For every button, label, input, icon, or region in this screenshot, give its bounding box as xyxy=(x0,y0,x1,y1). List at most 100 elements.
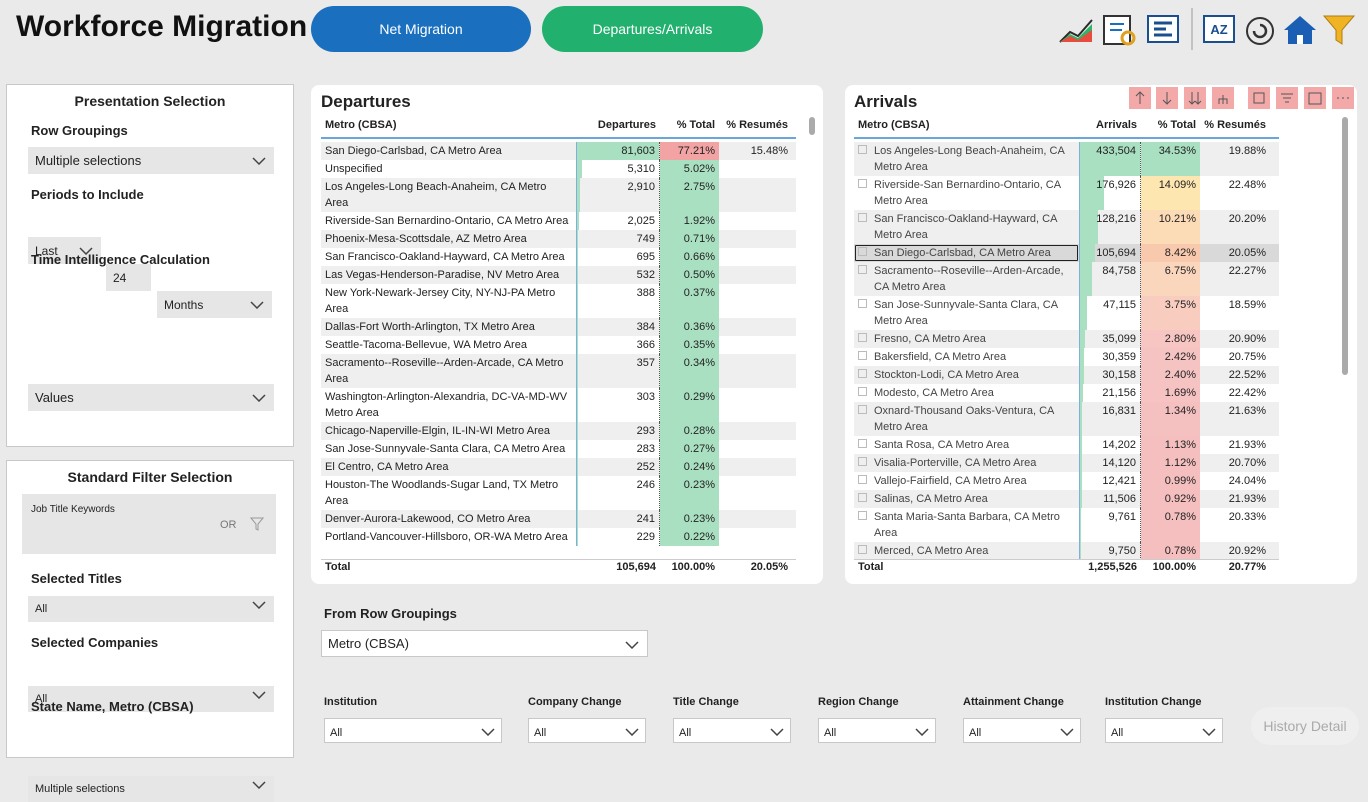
column-header[interactable]: % Resumés xyxy=(719,118,792,132)
filter-dropdown[interactable]: All xyxy=(818,718,936,743)
table-row[interactable]: Sacramento--Roseville--Arden-Arcade, CA … xyxy=(321,354,796,388)
time-intel-dropdown[interactable]: Values xyxy=(28,384,274,411)
filter-icon[interactable] xyxy=(1324,16,1354,44)
expand-icon[interactable] xyxy=(858,493,867,502)
filter-dropdown[interactable]: All xyxy=(528,718,646,743)
table-row[interactable]: San Jose-Sunnyvale-Santa Clara, CA Metro… xyxy=(321,440,796,458)
resumes-cell xyxy=(719,230,792,248)
table-row[interactable]: Oxnard-Thousand Oaks-Ventura, CA Metro A… xyxy=(854,402,1279,436)
table-row[interactable]: Santa Maria-Santa Barbara, CA Metro Area… xyxy=(854,508,1279,542)
dropdown-value: All xyxy=(969,727,981,739)
refresh-icon[interactable] xyxy=(1247,18,1273,44)
data-bar xyxy=(577,230,578,248)
column-header[interactable]: % Total xyxy=(1141,118,1200,132)
column-header[interactable]: Arrivals xyxy=(1079,118,1141,132)
table-row[interactable]: Sacramento--Roseville--Arden-Arcade, CA … xyxy=(854,262,1279,296)
table-row[interactable]: San Francisco-Oakland-Hayward, CA Metro … xyxy=(321,248,796,266)
pct-cell: 10.21% xyxy=(1141,210,1200,244)
table-row[interactable]: Houston-The Woodlands-Sugar Land, TX Met… xyxy=(321,476,796,510)
history-detail-button[interactable]: History Detail xyxy=(1251,707,1359,745)
dropdown[interactable]: Multiple selections xyxy=(28,776,274,802)
net-migration-button[interactable]: Net Migration xyxy=(311,6,531,52)
sort-icon[interactable]: AZ xyxy=(1204,16,1234,42)
resumes-value: 22.52% xyxy=(1229,369,1266,381)
expand-icon[interactable] xyxy=(858,545,867,554)
expand-icon[interactable] xyxy=(858,265,867,274)
pct-cell: 0.71% xyxy=(660,230,719,248)
pct-cell: 14.09% xyxy=(1141,176,1200,210)
table-row[interactable]: Los Angeles-Long Beach-Anaheim, CA Metro… xyxy=(854,142,1279,176)
expand-icon[interactable] xyxy=(858,369,867,378)
expand-icon[interactable] xyxy=(858,511,867,520)
expand-icon[interactable] xyxy=(858,439,867,448)
departures-arrivals-button[interactable]: Departures/Arrivals xyxy=(542,6,763,52)
count-value: 12,421 xyxy=(1102,475,1136,487)
total-cell: 20.77% xyxy=(1200,560,1270,574)
filter-dropdown[interactable]: All xyxy=(324,718,502,743)
expand-icon[interactable] xyxy=(858,299,867,308)
expand-icon[interactable] xyxy=(858,213,867,222)
filter-dropdown[interactable]: All xyxy=(1105,718,1223,743)
count-cell: 384 xyxy=(576,318,660,336)
list-icon[interactable] xyxy=(1148,16,1178,42)
column-header[interactable]: % Resumés xyxy=(1200,118,1270,132)
filter-dropdown[interactable]: All xyxy=(673,718,791,743)
filter-dropdown[interactable]: All xyxy=(963,718,1081,743)
table-row[interactable]: San Francisco-Oakland-Hayward, CA Metro … xyxy=(854,210,1279,244)
expand-icon[interactable] xyxy=(858,145,867,154)
count-value: 283 xyxy=(637,443,655,455)
column-header[interactable]: Departures xyxy=(576,118,660,132)
checklist-icon[interactable] xyxy=(1104,16,1134,44)
expand-icon[interactable] xyxy=(858,247,867,256)
count-cell: 2,910 xyxy=(576,178,660,212)
table-row[interactable]: Los Angeles-Long Beach-Anaheim, CA Metro… xyxy=(321,178,796,212)
table-row[interactable]: San Jose-Sunnyvale-Santa Clara, CA Metro… xyxy=(854,296,1279,330)
home-icon[interactable] xyxy=(1284,16,1316,44)
row-groupings-dropdown[interactable]: Multiple selections xyxy=(28,147,274,174)
expand-icon[interactable] xyxy=(858,457,867,466)
expand-icon[interactable] xyxy=(858,179,867,188)
dropdown[interactable]: All xyxy=(28,596,274,622)
chart-icon[interactable] xyxy=(1060,20,1092,42)
table-row[interactable]: New York-Newark-Jersey City, NY-NJ-PA Me… xyxy=(321,284,796,318)
table-row[interactable]: Dallas-Fort Worth-Arlington, TX Metro Ar… xyxy=(321,318,796,336)
table-row[interactable]: Chicago-Naperville-Elgin, IL-IN-WI Metro… xyxy=(321,422,796,440)
column-header[interactable]: Metro (CBSA) xyxy=(321,118,576,132)
column-header[interactable]: % Total xyxy=(660,118,719,132)
expand-icon[interactable] xyxy=(858,351,867,360)
expand-icon[interactable] xyxy=(858,333,867,342)
table-row[interactable]: Portland-Vancouver-Hillsboro, OR-WA Metr… xyxy=(321,528,796,546)
from-row-groupings-dropdown[interactable]: Metro (CBSA) xyxy=(321,630,648,657)
table-row[interactable]: Riverside-San Bernardino-Ontario, CA Met… xyxy=(854,176,1279,210)
period-unit-dropdown[interactable]: Months xyxy=(157,291,272,318)
column-header[interactable]: Metro (CBSA) xyxy=(854,118,1079,132)
table-row[interactable]: Riverside-San Bernardino-Ontario, CA Met… xyxy=(321,212,796,230)
table-row[interactable]: Las Vegas-Henderson-Paradise, NV Metro A… xyxy=(321,266,796,284)
chevron xyxy=(625,728,639,736)
table-row[interactable]: Washington-Arlington-Alexandria, DC-VA-M… xyxy=(321,388,796,422)
expand-icon[interactable] xyxy=(858,475,867,484)
expand-icon[interactable] xyxy=(858,387,867,396)
count-cell: 47,115 xyxy=(1079,296,1141,330)
period-count-input[interactable]: 24 xyxy=(106,264,151,291)
metro-cell: San Jose-Sunnyvale-Santa Clara, CA Metro… xyxy=(854,296,1079,330)
keyword-box[interactable]: Job Title Keywords OR xyxy=(22,494,276,554)
expand-icon[interactable] xyxy=(858,405,867,414)
